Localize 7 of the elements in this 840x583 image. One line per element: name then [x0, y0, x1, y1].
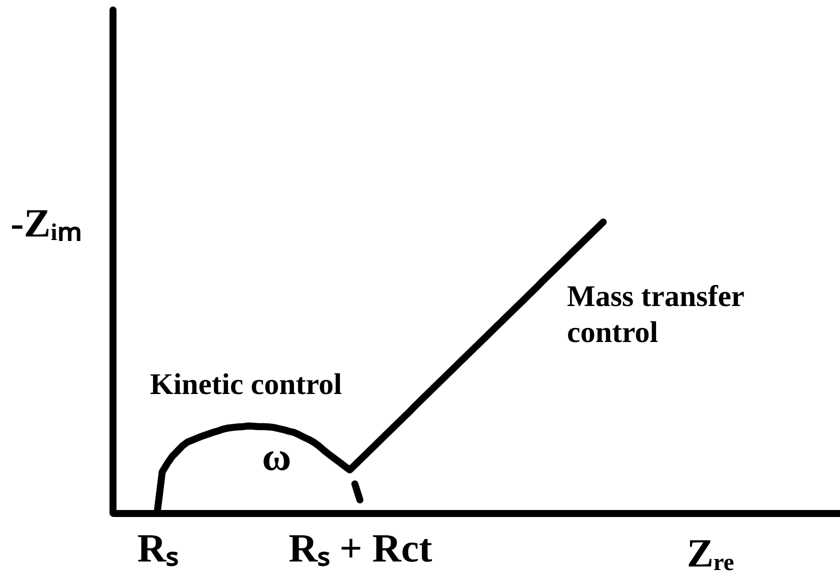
x-tick-label: Rₛ + Rct: [288, 526, 433, 570]
x-tick-label: Rₛ: [137, 526, 178, 570]
annotation: Kinetic control: [150, 368, 342, 401]
annotation: Mass transfer control: [567, 280, 744, 349]
y-axis-title: -Zᵢₘ: [10, 200, 82, 246]
annotation: ω: [262, 434, 292, 479]
x-axis-title: Zᵣₑ: [686, 530, 734, 576]
